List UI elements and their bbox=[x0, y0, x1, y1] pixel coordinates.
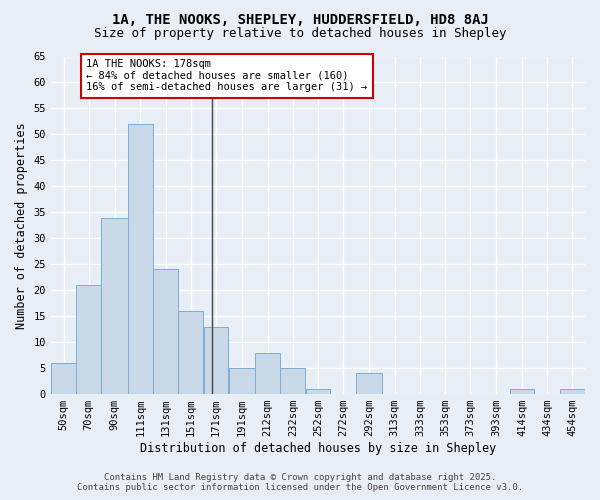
Text: 1A THE NOOKS: 178sqm
← 84% of detached houses are smaller (160)
16% of semi-deta: 1A THE NOOKS: 178sqm ← 84% of detached h… bbox=[86, 59, 367, 92]
Bar bbox=[305, 389, 331, 394]
Bar bbox=[509, 389, 535, 394]
Bar bbox=[128, 124, 153, 394]
Bar bbox=[356, 374, 382, 394]
Text: Contains HM Land Registry data © Crown copyright and database right 2025.
Contai: Contains HM Land Registry data © Crown c… bbox=[77, 473, 523, 492]
Bar bbox=[101, 218, 128, 394]
X-axis label: Distribution of detached houses by size in Shepley: Distribution of detached houses by size … bbox=[140, 442, 496, 455]
Bar bbox=[153, 270, 178, 394]
Y-axis label: Number of detached properties: Number of detached properties bbox=[15, 122, 28, 328]
Bar bbox=[229, 368, 255, 394]
Bar bbox=[280, 368, 305, 394]
Text: 1A, THE NOOKS, SHEPLEY, HUDDERSFIELD, HD8 8AJ: 1A, THE NOOKS, SHEPLEY, HUDDERSFIELD, HD… bbox=[112, 12, 488, 26]
Text: Size of property relative to detached houses in Shepley: Size of property relative to detached ho… bbox=[94, 28, 506, 40]
Bar bbox=[51, 363, 76, 394]
Bar bbox=[560, 389, 585, 394]
Bar bbox=[178, 311, 203, 394]
Bar bbox=[255, 352, 280, 394]
Bar bbox=[203, 326, 229, 394]
Bar bbox=[76, 285, 101, 394]
